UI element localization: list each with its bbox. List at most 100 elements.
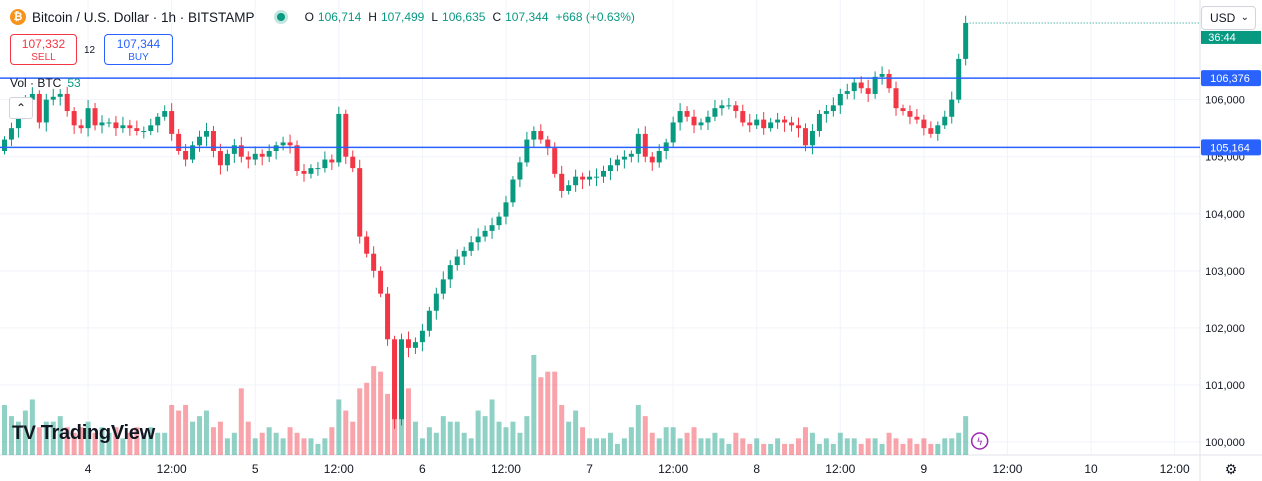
price-tick-label: 104,000 bbox=[1205, 209, 1245, 221]
volume-bar bbox=[266, 427, 272, 455]
price-axis[interactable]: 100,000101,000102,000103,000104,000105,0… bbox=[1201, 30, 1261, 449]
candle-body bbox=[440, 279, 446, 294]
candle-body bbox=[468, 242, 474, 251]
volume-bar bbox=[949, 438, 955, 455]
candle-body bbox=[914, 116, 920, 120]
candle-body bbox=[301, 170, 307, 174]
volume-bar bbox=[329, 427, 335, 455]
candle-body bbox=[169, 111, 175, 134]
volume-bar bbox=[50, 421, 56, 455]
horizontal-line-price-tag bbox=[1201, 139, 1261, 156]
volume-bar bbox=[796, 438, 802, 455]
candle-body bbox=[426, 310, 432, 331]
candle-body bbox=[190, 145, 196, 160]
volume-bar bbox=[733, 432, 739, 455]
volume-bar bbox=[148, 427, 154, 455]
candle-body bbox=[607, 165, 613, 171]
time-tick-label: 12:00 bbox=[825, 462, 855, 476]
candle-body bbox=[684, 111, 690, 117]
price-tick-label: 102,000 bbox=[1205, 323, 1245, 335]
candle-body bbox=[308, 168, 314, 174]
time-axis[interactable]: 4 12:00 5 12:00 6 12:00 7 12:00 8 12:00 9 12:00 10 12… bbox=[85, 462, 1190, 476]
volume-bar bbox=[531, 355, 537, 455]
volume-bar bbox=[858, 443, 864, 455]
volume-bar bbox=[489, 399, 495, 455]
volume-bar bbox=[273, 432, 279, 455]
countdown-label: 36:44 bbox=[1208, 32, 1236, 44]
volume-bar bbox=[580, 427, 586, 455]
candle-body bbox=[217, 150, 223, 166]
candle-body bbox=[489, 225, 495, 231]
volume-bar bbox=[517, 432, 523, 455]
buy-button[interactable]: 107,344 BUY bbox=[104, 34, 173, 65]
sell-label: SELL bbox=[31, 52, 56, 63]
settings-icon[interactable]: ⚙ bbox=[1224, 461, 1238, 477]
candle-body bbox=[907, 111, 913, 117]
candle-body bbox=[238, 145, 244, 157]
volume-bar bbox=[433, 432, 439, 455]
candle-body bbox=[482, 230, 488, 237]
volume-bar bbox=[141, 432, 147, 455]
candle-body bbox=[336, 113, 342, 163]
volume-legend[interactable]: Vol · BTC 53 bbox=[10, 76, 81, 90]
volume-bar bbox=[203, 410, 209, 455]
volume-bar bbox=[2, 405, 7, 455]
currency-select[interactable]: USD ⌄ bbox=[1201, 6, 1256, 30]
volume-bar bbox=[628, 427, 634, 455]
candle-body bbox=[266, 150, 272, 157]
candle-body bbox=[8, 128, 14, 140]
candle-body bbox=[893, 88, 899, 109]
candle-body bbox=[900, 108, 906, 112]
candle-body bbox=[545, 139, 551, 149]
volume-bar bbox=[900, 443, 906, 455]
volume-bar bbox=[210, 427, 216, 455]
volume-bar bbox=[775, 438, 781, 455]
volume-bar bbox=[336, 399, 342, 455]
time-tick-label: 5 bbox=[252, 462, 259, 476]
volume-bar bbox=[559, 405, 565, 455]
candle-body bbox=[412, 342, 418, 348]
sell-button[interactable]: 107,332 SELL bbox=[10, 34, 77, 65]
volume-bar bbox=[231, 432, 237, 455]
candle-body bbox=[148, 125, 154, 132]
volume-bar bbox=[8, 416, 14, 455]
buy-label: BUY bbox=[128, 52, 149, 63]
price-tick-label: 103,000 bbox=[1205, 266, 1245, 278]
candle-body bbox=[405, 339, 411, 348]
volume-bar bbox=[43, 421, 49, 455]
candle-body bbox=[621, 156, 627, 160]
time-tick-label: 7 bbox=[586, 462, 593, 476]
tradingview-logo[interactable]: TV TradingView bbox=[12, 422, 155, 445]
volume-bar bbox=[782, 443, 788, 455]
candle-body bbox=[350, 156, 356, 169]
volume-bar bbox=[447, 421, 453, 455]
volume-bar bbox=[315, 443, 321, 455]
volume-bar bbox=[85, 421, 91, 455]
volume-bar bbox=[545, 371, 551, 455]
volume-bar bbox=[956, 432, 962, 455]
time-tick-label: 12:00 bbox=[658, 462, 688, 476]
volume-bar bbox=[385, 393, 391, 455]
candle-body bbox=[935, 125, 941, 134]
symbol-title[interactable]: Bitcoin / U.S. Dollar · 1h · BITSTAMP bbox=[32, 9, 255, 25]
volume-bar bbox=[587, 438, 593, 455]
volume-bar bbox=[719, 438, 725, 455]
candle-body bbox=[315, 168, 321, 170]
candle-body bbox=[176, 133, 182, 151]
candle-body bbox=[691, 116, 697, 126]
candle-body bbox=[29, 93, 35, 100]
candle-body bbox=[419, 330, 425, 343]
candle-body bbox=[740, 111, 746, 123]
volume-bar bbox=[405, 388, 411, 455]
time-tick-label: 10 bbox=[1084, 462, 1098, 476]
volume-bar bbox=[301, 438, 307, 455]
candle-body bbox=[816, 113, 822, 132]
volume-bar bbox=[684, 432, 690, 455]
horizontal-lines[interactable] bbox=[0, 22, 1200, 149]
collapse-legend-button[interactable]: ⌃ bbox=[9, 97, 33, 119]
volume-bar bbox=[238, 388, 244, 455]
candle-body bbox=[809, 131, 815, 146]
candle-body bbox=[322, 159, 328, 169]
